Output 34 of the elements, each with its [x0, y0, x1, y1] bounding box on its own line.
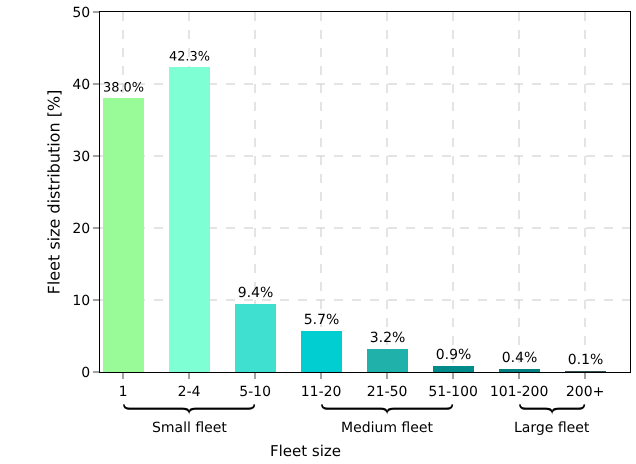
data-label: 38.0% [103, 80, 144, 96]
data-label: 0.4% [502, 350, 538, 366]
y-tick-label: 0 [81, 364, 90, 381]
text: Large fleet [514, 420, 590, 436]
data-label: 9.4% [238, 285, 274, 301]
bar [235, 304, 276, 372]
data-label: 0.1% [568, 352, 604, 368]
y-tick-label: 50 [72, 4, 90, 21]
text: Medium fleet [341, 420, 434, 436]
bar [169, 67, 210, 372]
data-label: 42.3% [169, 49, 210, 64]
x-tick-label: 200+ [566, 384, 604, 400]
y-tick-label: 20 [72, 220, 90, 237]
text: Small fleet [152, 420, 228, 436]
bar [433, 366, 474, 372]
x-tick-label: 21-50 [366, 384, 408, 400]
x-tick-label: 5-10 [239, 384, 271, 400]
bar [499, 369, 540, 372]
y-tick-label: 30 [72, 148, 90, 165]
bar [301, 331, 342, 372]
data-label: 5.7% [304, 312, 340, 328]
y-tick-label: 10 [72, 292, 90, 309]
x-tick-label: 2-4 [178, 384, 201, 400]
data-label: 3.2% [370, 330, 406, 346]
y-tick-label: 40 [72, 76, 90, 93]
bar [103, 98, 144, 372]
y-axis-title: Fleet size distribution [%] [44, 90, 64, 294]
x-tick-label: 11-20 [300, 384, 342, 400]
x-axis-title: Fleet size [270, 442, 341, 460]
bar [367, 349, 408, 372]
x-tick-label: 1 [118, 384, 128, 400]
x-tick-label: 101-200 [490, 384, 548, 400]
data-label: 0.9% [436, 347, 472, 363]
x-tick-label: 51-100 [428, 384, 478, 400]
